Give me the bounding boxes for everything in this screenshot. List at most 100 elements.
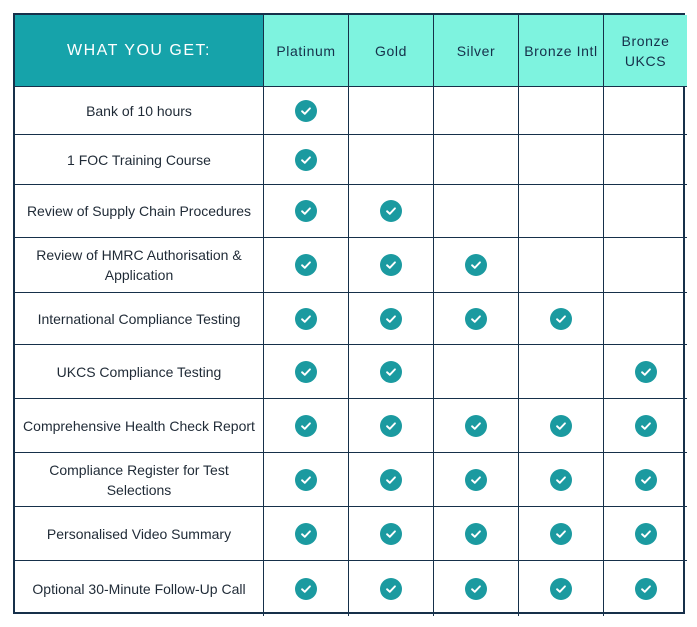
comparison-table: WHAT YOU GET: Platinum Gold Silver Bronz… (13, 13, 687, 616)
tier-cell (519, 453, 604, 507)
check-circle-icon (295, 522, 317, 545)
check-circle-icon (295, 307, 317, 330)
header-tier-platinum: Platinum (264, 15, 349, 87)
tier-cell (604, 507, 687, 561)
header-tier-gold: Gold (349, 15, 434, 87)
tier-cell (349, 185, 434, 238)
tier-cell (434, 135, 519, 185)
feature-label: UKCS Compliance Testing (15, 345, 264, 399)
check-circle-icon (380, 360, 402, 383)
tier-cell (349, 507, 434, 561)
check-circle-icon (465, 414, 487, 437)
check-circle-icon (380, 468, 402, 491)
tier-cell (434, 345, 519, 399)
tier-cell (434, 238, 519, 293)
tier-cell (264, 135, 349, 185)
check-circle-icon (465, 522, 487, 545)
tier-cell (519, 293, 604, 345)
tier-cell (349, 293, 434, 345)
check-circle-icon (380, 522, 402, 545)
check-circle-icon (380, 577, 402, 600)
check-circle-icon (295, 360, 317, 383)
tier-cell (604, 345, 687, 399)
tier-cell (349, 453, 434, 507)
tier-cell (604, 238, 687, 293)
tier-cell (349, 87, 434, 135)
tier-cell (519, 561, 604, 616)
check-circle-icon (380, 200, 402, 222)
check-circle-icon (380, 414, 402, 437)
tier-cell (434, 399, 519, 453)
check-circle-icon (634, 468, 657, 491)
check-circle-icon (295, 414, 317, 437)
check-circle-icon (550, 414, 572, 437)
tier-cell (434, 293, 519, 345)
tier-cell (264, 293, 349, 345)
header-tier-silver: Silver (434, 15, 519, 87)
feature-label: Review of HMRC Authorisation & Applicati… (15, 238, 264, 293)
check-circle-icon (295, 148, 317, 171)
check-circle-icon (550, 468, 572, 491)
tier-cell (434, 453, 519, 507)
tier-cell (604, 399, 687, 453)
check-circle-icon (465, 254, 487, 276)
tier-cell (604, 135, 687, 185)
tier-cell (349, 561, 434, 616)
tier-cell (519, 87, 604, 135)
tier-cell (519, 345, 604, 399)
check-circle-icon (634, 522, 657, 545)
feature-label: International Compliance Testing (15, 293, 264, 345)
check-circle-icon (465, 307, 487, 330)
header-tier-bronze-ukcs: Bronze UKCS (604, 15, 687, 87)
check-circle-icon (550, 522, 572, 545)
check-circle-icon (550, 577, 572, 600)
check-circle-icon (634, 360, 657, 383)
check-circle-icon (634, 414, 657, 437)
tier-cell (604, 185, 687, 238)
tier-cell (264, 507, 349, 561)
tier-cell (519, 399, 604, 453)
tier-cell (604, 87, 687, 135)
check-circle-icon (295, 468, 317, 491)
check-circle-icon (295, 254, 317, 276)
tier-cell (434, 87, 519, 135)
check-circle-icon (380, 254, 402, 276)
feature-label: Comprehensive Health Check Report (15, 399, 264, 453)
tier-cell (349, 345, 434, 399)
tier-cell (349, 238, 434, 293)
tier-cell (264, 238, 349, 293)
tier-cell (434, 185, 519, 238)
feature-label: Compliance Register for Test Selections (15, 453, 264, 507)
check-circle-icon (465, 468, 487, 491)
check-circle-icon (550, 307, 572, 330)
tier-cell (434, 507, 519, 561)
feature-label: Bank of 10 hours (15, 87, 264, 135)
feature-label: Personalised Video Summary (15, 507, 264, 561)
tier-cell (519, 507, 604, 561)
check-circle-icon (295, 200, 317, 222)
check-circle-icon (380, 307, 402, 330)
tier-cell (264, 87, 349, 135)
tier-cell (604, 293, 687, 345)
feature-label: Review of Supply Chain Procedures (15, 185, 264, 238)
tier-cell (264, 345, 349, 399)
check-circle-icon (295, 99, 317, 122)
tier-cell (434, 561, 519, 616)
tier-cell (519, 185, 604, 238)
check-circle-icon (634, 577, 657, 600)
tier-cell (264, 399, 349, 453)
header-tier-bronze-intl: Bronze Intl (519, 15, 604, 87)
tier-cell (264, 453, 349, 507)
tier-cell (519, 238, 604, 293)
tier-cell (604, 561, 687, 616)
feature-label: Optional 30-Minute Follow-Up Call (15, 561, 264, 616)
check-circle-icon (465, 577, 487, 600)
tier-cell (264, 561, 349, 616)
feature-label: 1 FOC Training Course (15, 135, 264, 185)
tier-cell (519, 135, 604, 185)
check-circle-icon (295, 577, 317, 600)
tier-cell (349, 399, 434, 453)
header-what-you-get: WHAT YOU GET: (15, 15, 264, 87)
tier-cell (264, 185, 349, 238)
tier-cell (349, 135, 434, 185)
